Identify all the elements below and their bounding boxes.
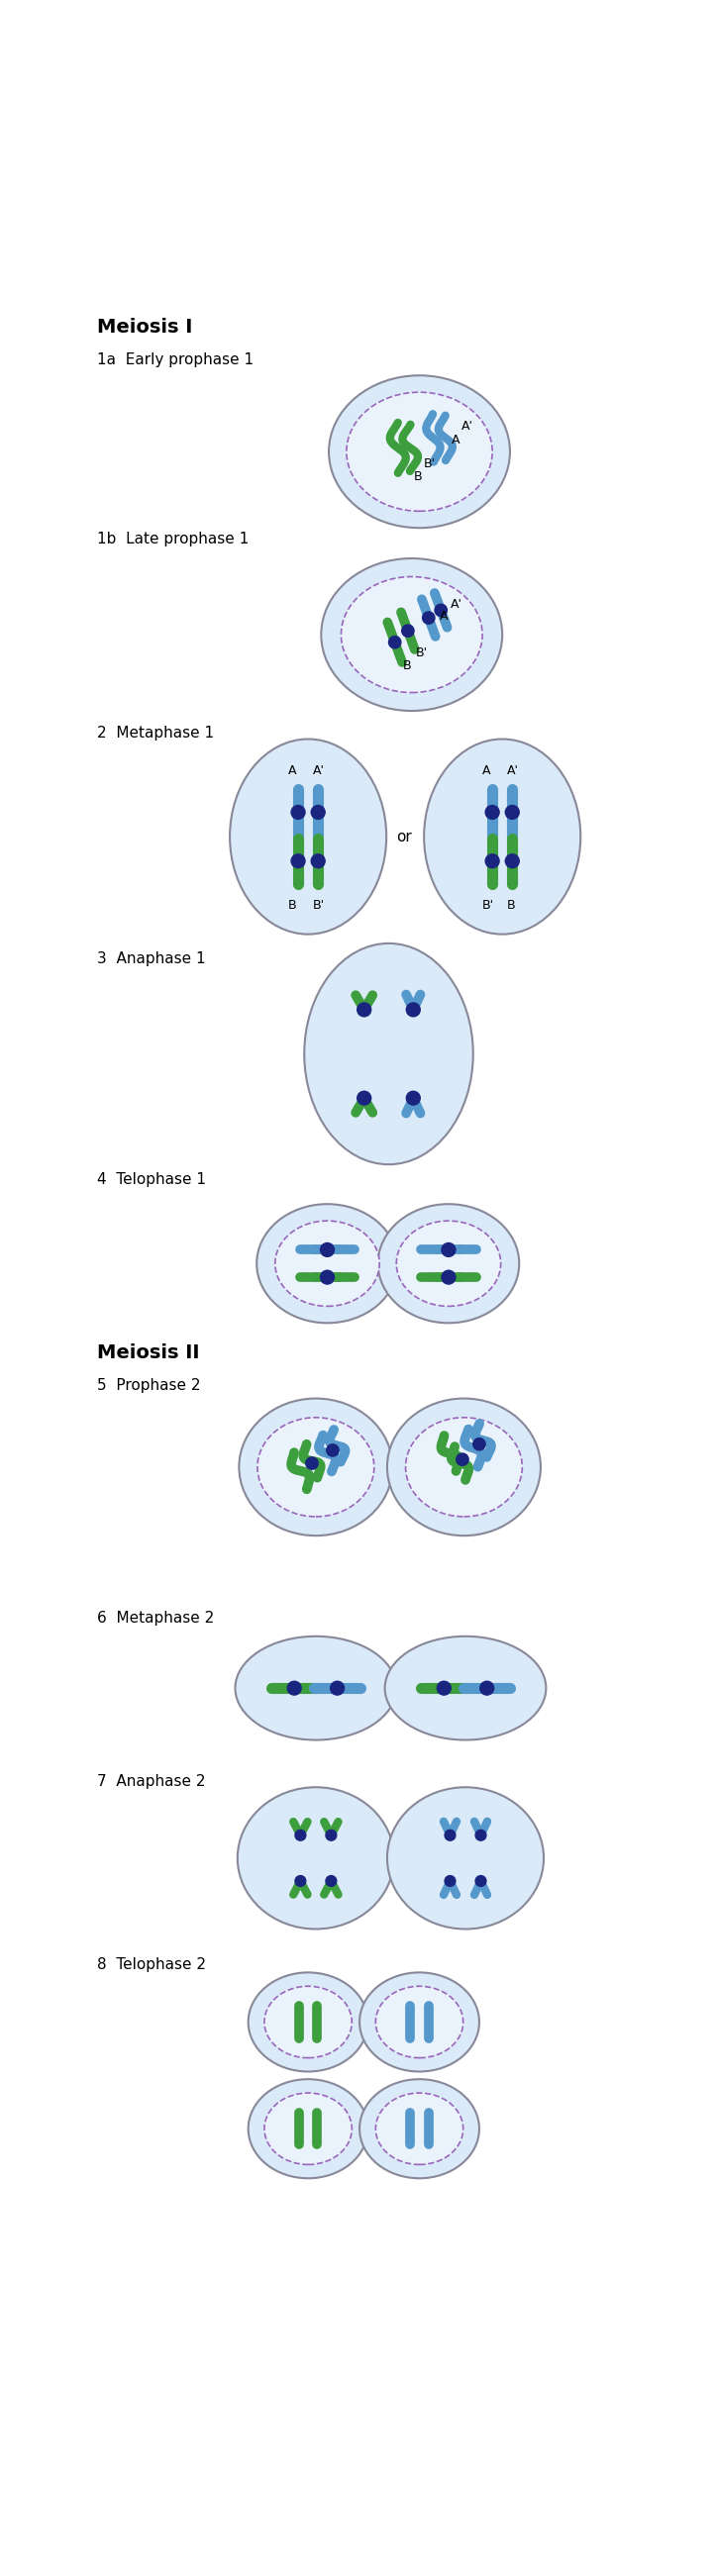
Circle shape	[326, 1875, 337, 1886]
Circle shape	[287, 1682, 301, 1695]
Ellipse shape	[396, 1221, 500, 1306]
Text: Meiosis I: Meiosis I	[97, 319, 192, 337]
Text: 3  Anaphase 1: 3 Anaphase 1	[97, 951, 206, 966]
Ellipse shape	[424, 739, 581, 935]
Circle shape	[295, 1829, 306, 1842]
Circle shape	[295, 1875, 306, 1886]
Text: A: A	[288, 765, 297, 778]
Text: A: A	[483, 765, 490, 778]
Ellipse shape	[360, 2079, 479, 2179]
Text: Meiosis II: Meiosis II	[97, 1345, 199, 1363]
Circle shape	[423, 611, 435, 623]
Circle shape	[291, 806, 305, 819]
Ellipse shape	[387, 1788, 543, 1929]
Circle shape	[311, 855, 325, 868]
Circle shape	[506, 806, 519, 819]
Text: 5  Prophase 2: 5 Prophase 2	[97, 1378, 200, 1394]
Ellipse shape	[385, 1636, 546, 1739]
Circle shape	[445, 1829, 455, 1842]
Circle shape	[406, 1092, 420, 1105]
Text: A': A'	[312, 765, 325, 778]
Circle shape	[480, 1682, 494, 1695]
Circle shape	[330, 1682, 344, 1695]
Ellipse shape	[341, 577, 483, 693]
Text: 8  Telophase 2: 8 Telophase 2	[97, 1958, 206, 1973]
Ellipse shape	[305, 943, 473, 1164]
Circle shape	[485, 855, 499, 868]
Circle shape	[327, 1445, 339, 1455]
Text: B: B	[288, 899, 297, 912]
Circle shape	[475, 1829, 486, 1842]
Ellipse shape	[257, 1203, 398, 1324]
Ellipse shape	[375, 1986, 463, 2058]
Text: B': B'	[312, 899, 325, 912]
Ellipse shape	[248, 2079, 368, 2179]
Ellipse shape	[230, 739, 386, 935]
Circle shape	[442, 1270, 455, 1283]
Ellipse shape	[257, 1417, 374, 1517]
Circle shape	[402, 626, 414, 636]
Text: 4  Telophase 1: 4 Telophase 1	[97, 1172, 206, 1188]
Circle shape	[473, 1437, 485, 1450]
Circle shape	[456, 1453, 468, 1466]
Ellipse shape	[375, 2092, 463, 2164]
Circle shape	[358, 1002, 371, 1018]
Ellipse shape	[387, 1399, 541, 1535]
Ellipse shape	[248, 1973, 368, 2071]
Circle shape	[326, 1829, 337, 1842]
Ellipse shape	[347, 392, 493, 510]
Circle shape	[389, 636, 401, 649]
Circle shape	[320, 1270, 334, 1283]
Circle shape	[320, 1244, 334, 1257]
Ellipse shape	[360, 1973, 479, 2071]
Text: B: B	[403, 659, 411, 672]
Circle shape	[442, 1244, 455, 1257]
Text: 1b  Late prophase 1: 1b Late prophase 1	[97, 531, 249, 546]
Circle shape	[445, 1875, 455, 1886]
Ellipse shape	[329, 376, 510, 528]
Text: or: or	[396, 829, 412, 845]
Circle shape	[311, 806, 325, 819]
Ellipse shape	[378, 1203, 519, 1324]
Text: A': A'	[450, 598, 462, 611]
Text: B': B'	[483, 899, 494, 912]
Ellipse shape	[265, 2092, 352, 2164]
Ellipse shape	[237, 1788, 394, 1929]
Text: B: B	[414, 471, 423, 484]
Text: B: B	[507, 899, 516, 912]
Text: 7  Anaphase 2: 7 Anaphase 2	[97, 1775, 205, 1790]
Circle shape	[475, 1875, 486, 1886]
Text: A: A	[439, 611, 448, 623]
Ellipse shape	[275, 1221, 380, 1306]
Circle shape	[306, 1458, 318, 1468]
Circle shape	[485, 806, 499, 819]
Circle shape	[506, 855, 519, 868]
Text: B': B'	[415, 647, 428, 659]
Ellipse shape	[235, 1636, 396, 1739]
Text: B': B'	[423, 459, 435, 471]
Text: A: A	[452, 433, 460, 446]
Ellipse shape	[239, 1399, 393, 1535]
Text: 6  Metaphase 2: 6 Metaphase 2	[97, 1610, 214, 1625]
Text: 2  Metaphase 1: 2 Metaphase 1	[97, 726, 214, 742]
Text: 1a  Early prophase 1: 1a Early prophase 1	[97, 353, 254, 368]
Circle shape	[358, 1092, 371, 1105]
Ellipse shape	[321, 559, 502, 711]
Text: A': A'	[462, 420, 473, 433]
Circle shape	[291, 855, 305, 868]
Circle shape	[437, 1682, 451, 1695]
Circle shape	[435, 605, 447, 616]
Ellipse shape	[405, 1417, 522, 1517]
Circle shape	[406, 1002, 420, 1018]
Text: A': A'	[507, 765, 519, 778]
Ellipse shape	[265, 1986, 352, 2058]
